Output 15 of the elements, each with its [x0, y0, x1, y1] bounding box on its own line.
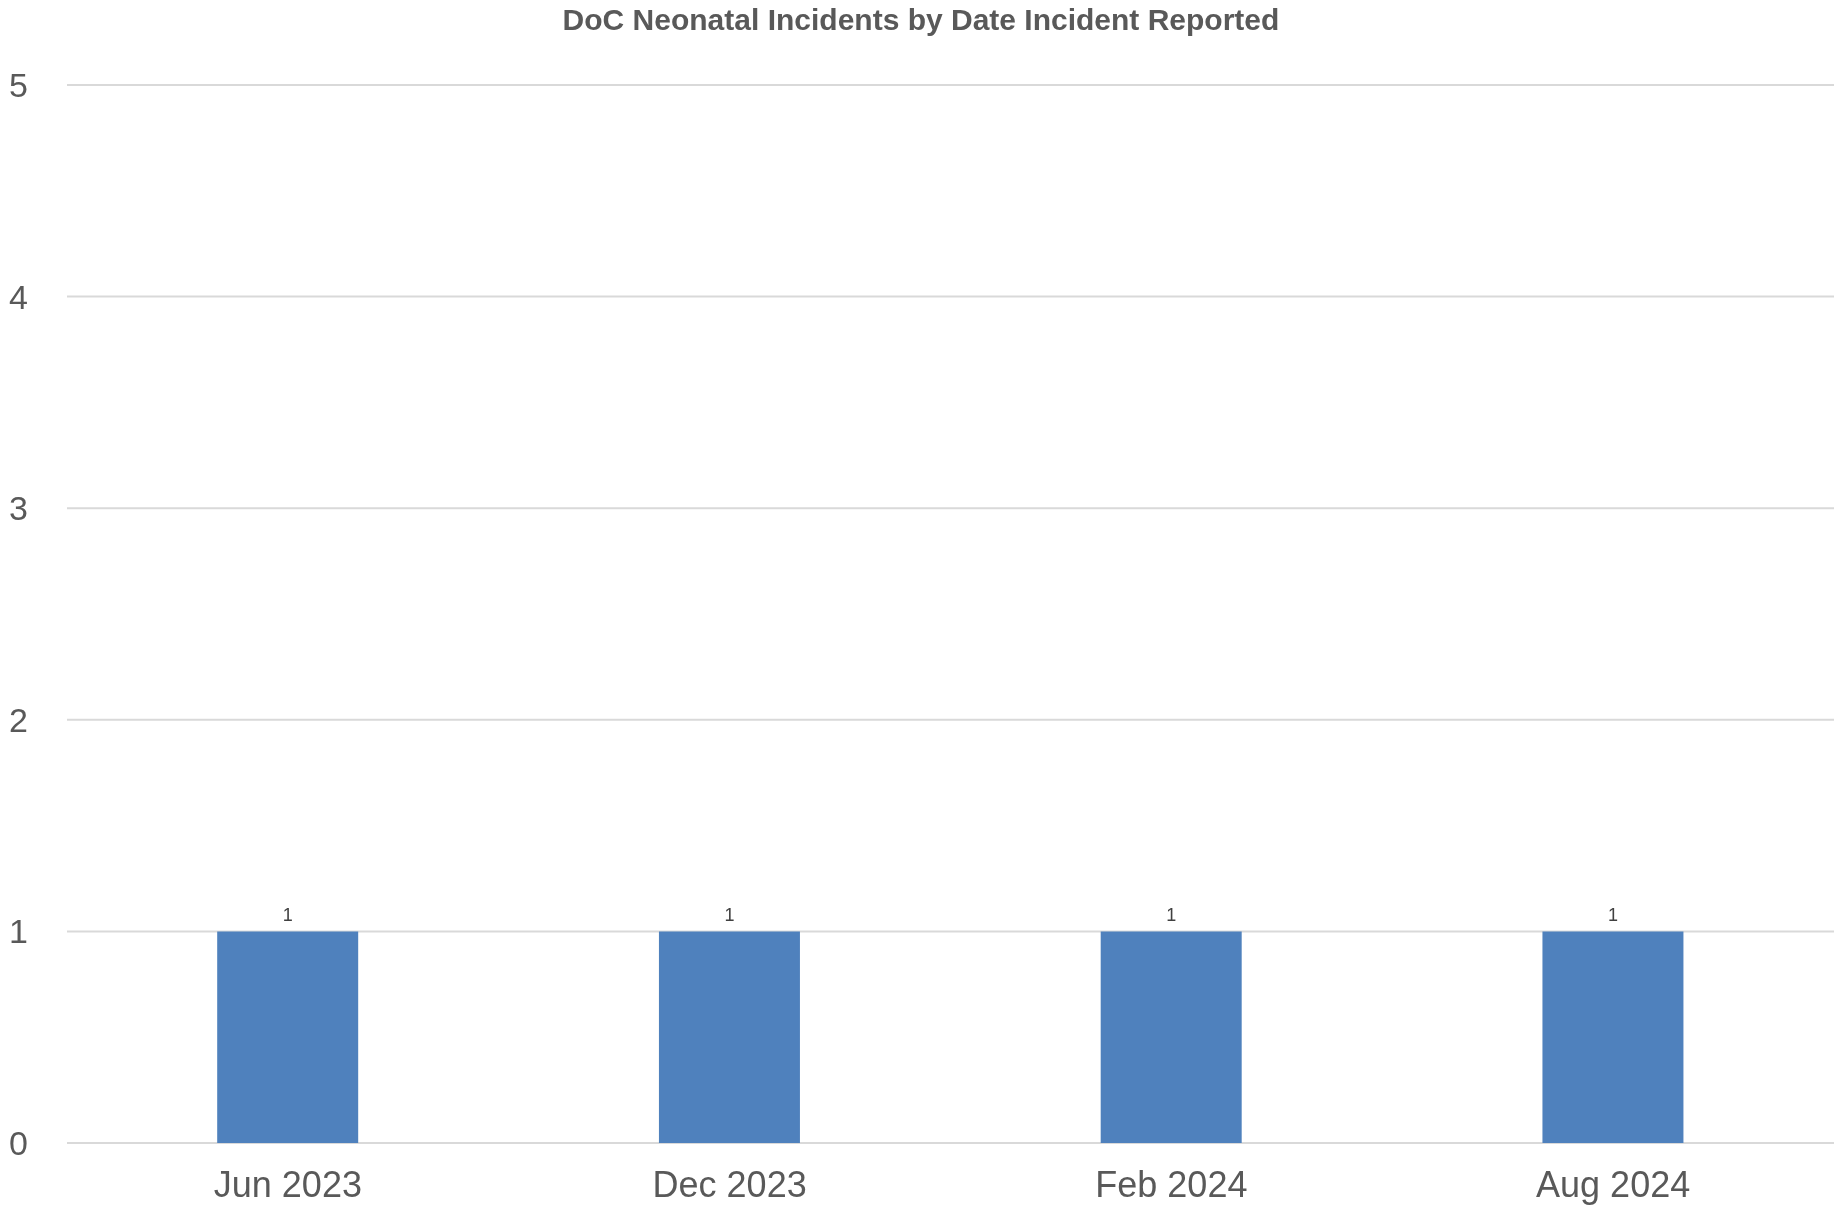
- data-label: 1: [1166, 905, 1177, 926]
- x-tick-label: Dec 2023: [652, 1163, 807, 1205]
- chart-title: DoC Neonatal Incidents by Date Incident Reported: [561, 3, 1281, 38]
- y-tick-label: 4: [9, 277, 28, 316]
- y-tick-label: 2: [9, 700, 28, 739]
- y-tick-label: 0: [9, 1124, 28, 1163]
- x-tick-label: Feb 2024: [1095, 1163, 1248, 1205]
- y-tick-label: 1: [9, 912, 28, 951]
- x-tick-label: Jun 2023: [213, 1163, 362, 1205]
- data-label: 1: [282, 905, 293, 926]
- y-tick-label: 5: [9, 66, 28, 105]
- x-tick-label: Aug 2024: [1536, 1163, 1691, 1205]
- y-tick-label: 3: [9, 489, 28, 528]
- data-label: 1: [724, 905, 735, 926]
- data-label: 1: [1607, 905, 1618, 926]
